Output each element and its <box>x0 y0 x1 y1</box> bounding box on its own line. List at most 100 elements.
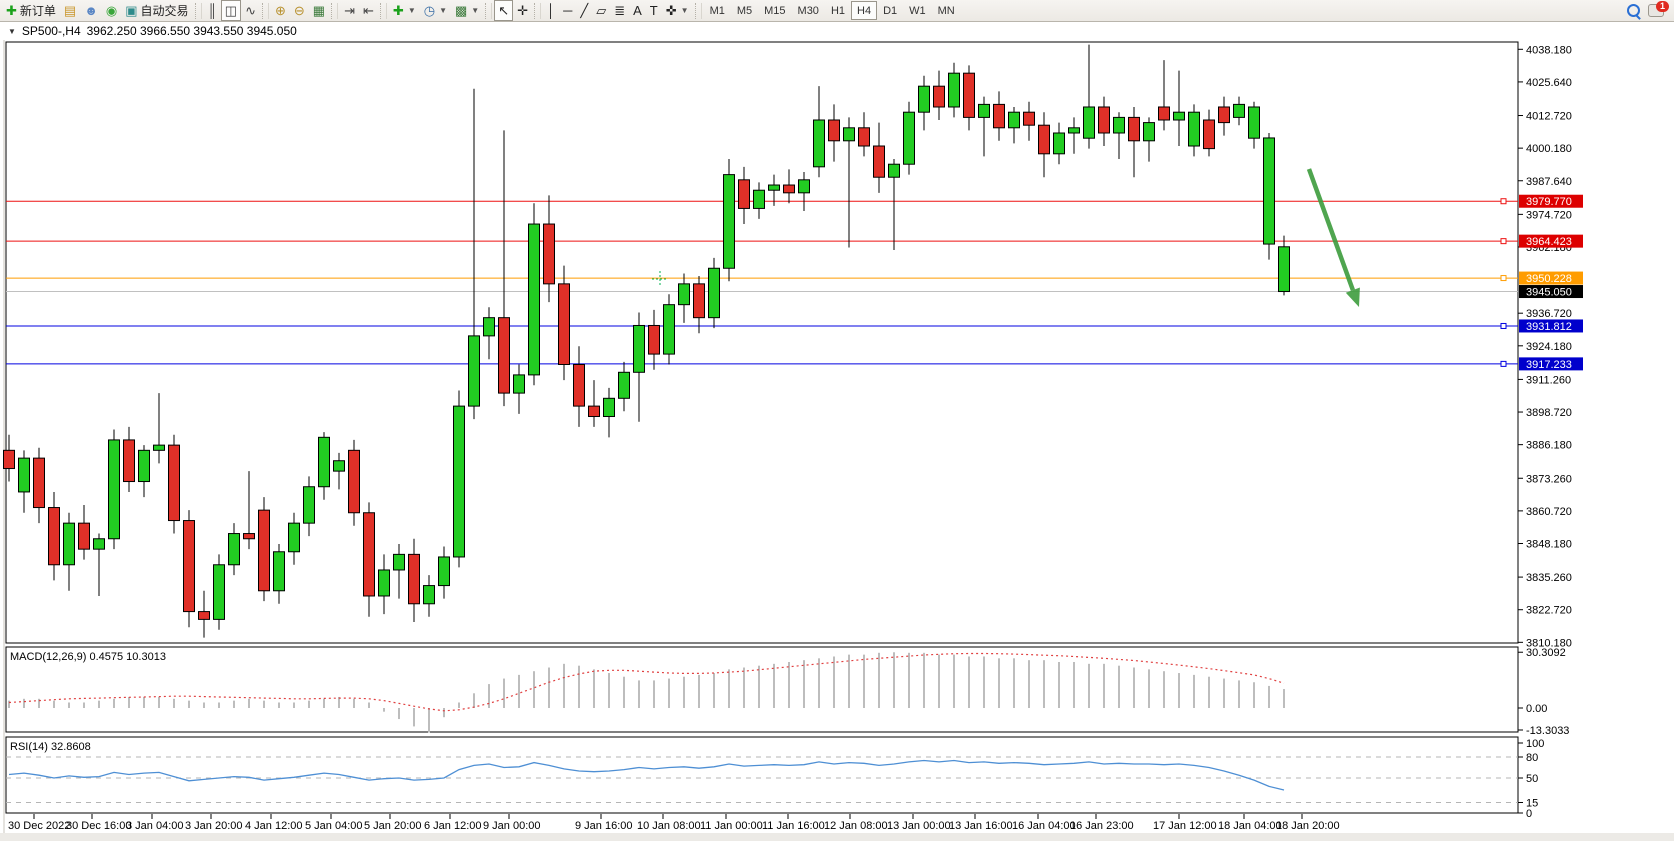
candle[interactable] <box>738 179 750 209</box>
candle[interactable] <box>798 179 810 194</box>
candle[interactable] <box>633 324 645 373</box>
candle[interactable] <box>843 127 855 142</box>
trend-arrow-head[interactable] <box>1345 287 1360 308</box>
candle[interactable] <box>288 522 300 553</box>
candle[interactable] <box>903 111 915 165</box>
arrows-button-dropdown-arrow[interactable]: ▼ <box>680 6 689 15</box>
candle[interactable] <box>543 223 555 285</box>
candle[interactable] <box>933 85 945 108</box>
candle[interactable] <box>258 509 270 592</box>
candle[interactable] <box>93 538 105 550</box>
candle[interactable] <box>1143 122 1155 142</box>
candle[interactable] <box>1083 106 1095 139</box>
candle[interactable] <box>813 119 825 168</box>
candle[interactable] <box>498 317 510 394</box>
equidistant-channel-button[interactable]: ▱ <box>592 0 610 21</box>
candle[interactable] <box>1098 106 1110 134</box>
candle[interactable] <box>1263 137 1275 245</box>
candle[interactable] <box>63 522 75 566</box>
candle[interactable] <box>978 103 990 118</box>
candle[interactable] <box>1158 106 1170 121</box>
auto-scroll-button[interactable]: ⇥ <box>340 0 359 21</box>
candle[interactable] <box>603 397 615 418</box>
templates-button[interactable]: ▩ ▼ <box>451 0 483 21</box>
candle[interactable] <box>948 72 960 108</box>
line-chart-button[interactable]: ∿ <box>241 0 260 21</box>
candle[interactable] <box>783 184 795 194</box>
timeframe-mn-button[interactable]: MN <box>937 4 955 17</box>
macd-panel[interactable] <box>5 646 1519 733</box>
cursor-button[interactable]: ↖ <box>494 0 514 21</box>
signals-button[interactable]: ◉ <box>102 0 121 21</box>
autotrade-button[interactable]: ▣ 自动交易 <box>121 0 192 21</box>
candle[interactable] <box>318 436 330 488</box>
new-order-button[interactable]: ✚ 新订单 <box>2 0 60 21</box>
chart-shift-button[interactable]: ⇤ <box>359 0 378 21</box>
candle[interactable] <box>828 119 840 142</box>
trend-arrow[interactable] <box>1306 168 1356 291</box>
periods-button[interactable]: ◷ ▼ <box>420 0 451 21</box>
hline-handle[interactable] <box>1500 275 1507 282</box>
hline-handle[interactable] <box>1500 322 1507 329</box>
candle[interactable] <box>348 449 360 514</box>
search-icon[interactable] <box>1627 4 1640 17</box>
candle[interactable] <box>78 522 90 550</box>
candle[interactable] <box>873 145 885 178</box>
candle[interactable] <box>1248 106 1260 139</box>
horizontal-line-button[interactable]: ─ <box>559 0 576 21</box>
candle[interactable] <box>963 72 975 118</box>
candle[interactable] <box>483 317 495 337</box>
rsi-panel[interactable] <box>5 736 1519 814</box>
candle[interactable] <box>453 405 465 558</box>
candle[interactable] <box>168 444 180 522</box>
candle[interactable] <box>1068 127 1080 134</box>
candle[interactable] <box>273 551 285 592</box>
fibonacci-button[interactable]: ≣ <box>610 0 629 21</box>
candle[interactable] <box>1173 111 1185 121</box>
candle[interactable] <box>1113 116 1125 134</box>
text-button[interactable]: A <box>629 0 646 21</box>
trendline-button[interactable]: ╱ <box>576 0 592 21</box>
candle[interactable] <box>648 324 660 355</box>
candle[interactable] <box>123 439 135 483</box>
candle[interactable] <box>528 223 540 376</box>
candle[interactable] <box>438 556 450 587</box>
candle[interactable] <box>198 611 210 620</box>
hline-handle[interactable] <box>1500 360 1507 367</box>
candle[interactable] <box>573 363 585 407</box>
candle[interactable] <box>693 283 705 319</box>
candle[interactable] <box>753 189 765 209</box>
candle[interactable] <box>768 184 780 191</box>
chart-dropdown-triangle[interactable]: ▼ <box>8 26 16 36</box>
candle[interactable] <box>1128 116 1140 142</box>
candle[interactable] <box>423 585 435 605</box>
candle[interactable] <box>513 374 525 394</box>
crosshair-button[interactable]: ✛ <box>513 0 532 21</box>
timeframe-h4-button[interactable]: H4 <box>851 1 878 20</box>
candle[interactable] <box>108 439 120 540</box>
zoom-in-button[interactable]: ⊕ <box>271 0 290 21</box>
periods-button-dropdown-arrow[interactable]: ▼ <box>439 6 447 15</box>
timeframe-h1-button[interactable]: H1 <box>830 4 845 17</box>
timeframe-m30-button[interactable]: M30 <box>797 4 819 17</box>
candle[interactable] <box>918 85 930 113</box>
tile-windows-button[interactable]: ▦ <box>309 0 329 21</box>
candle[interactable] <box>468 335 480 407</box>
candle[interactable] <box>333 460 345 472</box>
candle[interactable] <box>618 371 630 399</box>
candle[interactable] <box>213 564 225 620</box>
candle[interactable] <box>993 103 1005 129</box>
hline-handle[interactable] <box>1500 198 1507 205</box>
candle[interactable] <box>1203 119 1215 150</box>
candle[interactable] <box>1038 124 1050 155</box>
candle[interactable] <box>1188 111 1200 147</box>
candle[interactable] <box>888 163 900 178</box>
templates-button-dropdown-arrow[interactable]: ▼ <box>471 6 480 15</box>
candle[interactable] <box>33 457 45 509</box>
text-label-button[interactable]: T <box>646 0 662 21</box>
candle[interactable] <box>1233 103 1245 118</box>
candle[interactable] <box>378 569 390 597</box>
candle[interactable] <box>678 283 690 306</box>
vertical-line-button[interactable]: │ <box>543 0 559 21</box>
candle[interactable] <box>558 283 570 365</box>
